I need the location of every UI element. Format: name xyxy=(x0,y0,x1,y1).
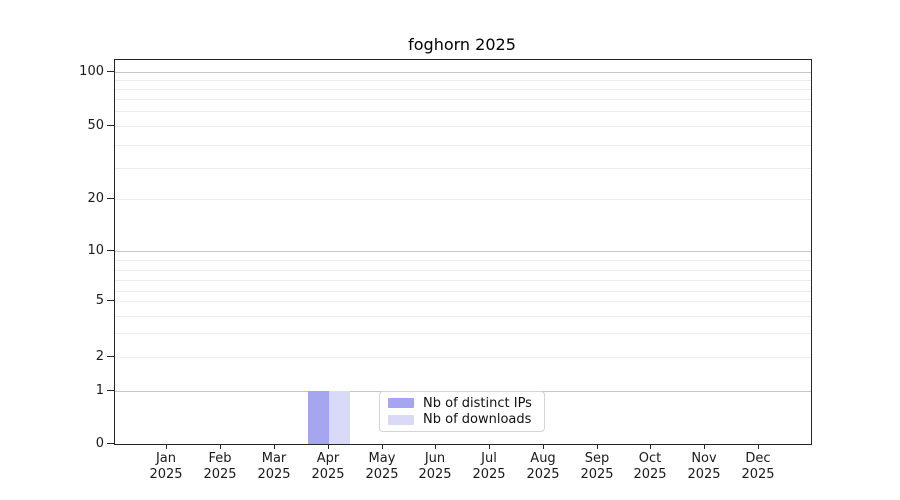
y-tick-mark xyxy=(107,356,114,358)
y-tick-label: 1 xyxy=(95,383,104,398)
x-tick-month: Dec xyxy=(745,451,771,466)
y-tick-label: 50 xyxy=(87,118,104,133)
x-tick-mark xyxy=(435,444,437,449)
x-tick-label: Dec 2025 xyxy=(731,451,785,483)
x-tick-month: Sep xyxy=(584,451,610,466)
x-tick-mark xyxy=(597,444,599,449)
y-tick-mark xyxy=(107,390,114,392)
x-tick-mark xyxy=(166,444,168,449)
x-tick-year: 2025 xyxy=(687,467,721,482)
x-tick-mark xyxy=(543,444,545,449)
minor-gridline xyxy=(115,333,811,334)
x-tick-month: Apr xyxy=(316,451,340,466)
minor-gridline xyxy=(115,301,811,302)
x-tick-year: 2025 xyxy=(741,467,775,482)
y-tick-mark xyxy=(107,71,114,73)
x-tick-label: Jul 2025 xyxy=(462,451,516,483)
plot-area: Nb of distinct IPs Nb of downloads xyxy=(114,59,812,445)
y-tick-mark xyxy=(107,125,114,127)
x-tick-mark xyxy=(382,444,384,449)
minor-gridline xyxy=(115,126,811,127)
x-tick-month: May xyxy=(368,451,396,466)
legend: Nb of distinct IPs Nb of downloads xyxy=(379,391,545,432)
legend-label-distinct-ips: Nb of distinct IPs xyxy=(423,395,532,411)
x-tick-year: 2025 xyxy=(149,467,183,482)
y-tick-mark xyxy=(107,250,114,252)
x-tick-label: Feb 2025 xyxy=(193,451,247,483)
bar-distinct-ips xyxy=(308,391,329,444)
y-tick-mark xyxy=(107,198,114,200)
minor-gridline xyxy=(115,270,811,271)
x-tick-month: Jul xyxy=(481,451,497,466)
x-tick-year: 2025 xyxy=(472,467,506,482)
x-tick-label: Aug 2025 xyxy=(516,451,570,483)
y-tick-label: 0 xyxy=(95,436,104,451)
x-tick-label: Mar 2025 xyxy=(247,451,301,483)
major-gridline xyxy=(115,72,811,73)
y-tick-label: 2 xyxy=(95,349,104,364)
minor-gridline xyxy=(115,357,811,358)
legend-item-downloads: Nb of downloads xyxy=(388,412,536,427)
legend-label-downloads: Nb of downloads xyxy=(423,412,532,428)
x-tick-mark xyxy=(489,444,491,449)
y-tick-mark xyxy=(107,443,114,445)
x-tick-month: Nov xyxy=(691,451,717,466)
x-tick-month: Feb xyxy=(208,451,232,466)
minor-gridline xyxy=(115,111,811,112)
y-tick-label: 100 xyxy=(79,64,104,79)
x-tick-year: 2025 xyxy=(526,467,560,482)
minor-gridline xyxy=(115,168,811,169)
minor-gridline xyxy=(115,199,811,200)
x-tick-year: 2025 xyxy=(418,467,452,482)
x-tick-mark xyxy=(274,444,276,449)
x-tick-year: 2025 xyxy=(311,467,345,482)
minor-gridline xyxy=(115,280,811,281)
x-tick-year: 2025 xyxy=(257,467,291,482)
x-tick-label: Oct 2025 xyxy=(623,451,677,483)
x-tick-label: Apr 2025 xyxy=(301,451,355,483)
x-tick-year: 2025 xyxy=(580,467,614,482)
x-tick-month: Jun xyxy=(424,451,446,466)
minor-gridline xyxy=(115,89,811,90)
major-gridline xyxy=(115,251,811,252)
minor-gridline xyxy=(115,260,811,261)
minor-gridline xyxy=(115,291,811,292)
x-tick-mark xyxy=(650,444,652,449)
x-tick-mark xyxy=(704,444,706,449)
minor-gridline xyxy=(115,99,811,100)
x-tick-label: Jan 2025 xyxy=(139,451,193,483)
x-tick-year: 2025 xyxy=(365,467,399,482)
x-tick-year: 2025 xyxy=(633,467,667,482)
minor-gridline xyxy=(115,80,811,81)
x-tick-year: 2025 xyxy=(203,467,237,482)
x-tick-label: Nov 2025 xyxy=(677,451,731,483)
minor-gridline xyxy=(115,145,811,146)
x-tick-mark xyxy=(220,444,222,449)
x-tick-label: Sep 2025 xyxy=(570,451,624,483)
legend-swatch-distinct-ips xyxy=(388,398,414,409)
bar-downloads xyxy=(329,391,350,444)
y-tick-label: 20 xyxy=(87,191,104,206)
x-tick-label: Jun 2025 xyxy=(408,451,462,483)
x-tick-month: Jan xyxy=(155,451,177,466)
x-tick-mark xyxy=(758,444,760,449)
y-tick-mark xyxy=(107,300,114,302)
legend-swatch-downloads xyxy=(388,414,414,425)
x-tick-month: Oct xyxy=(638,451,662,466)
x-tick-mark xyxy=(328,444,330,449)
legend-item-distinct-ips: Nb of distinct IPs xyxy=(388,396,536,411)
x-tick-label: May 2025 xyxy=(355,451,409,483)
y-tick-label: 10 xyxy=(87,243,104,258)
chart-title: foghorn 2025 xyxy=(408,35,516,54)
y-tick-label: 5 xyxy=(95,293,104,308)
x-tick-month: Mar xyxy=(261,451,287,466)
minor-gridline xyxy=(115,316,811,317)
x-tick-month: Aug xyxy=(530,451,556,466)
